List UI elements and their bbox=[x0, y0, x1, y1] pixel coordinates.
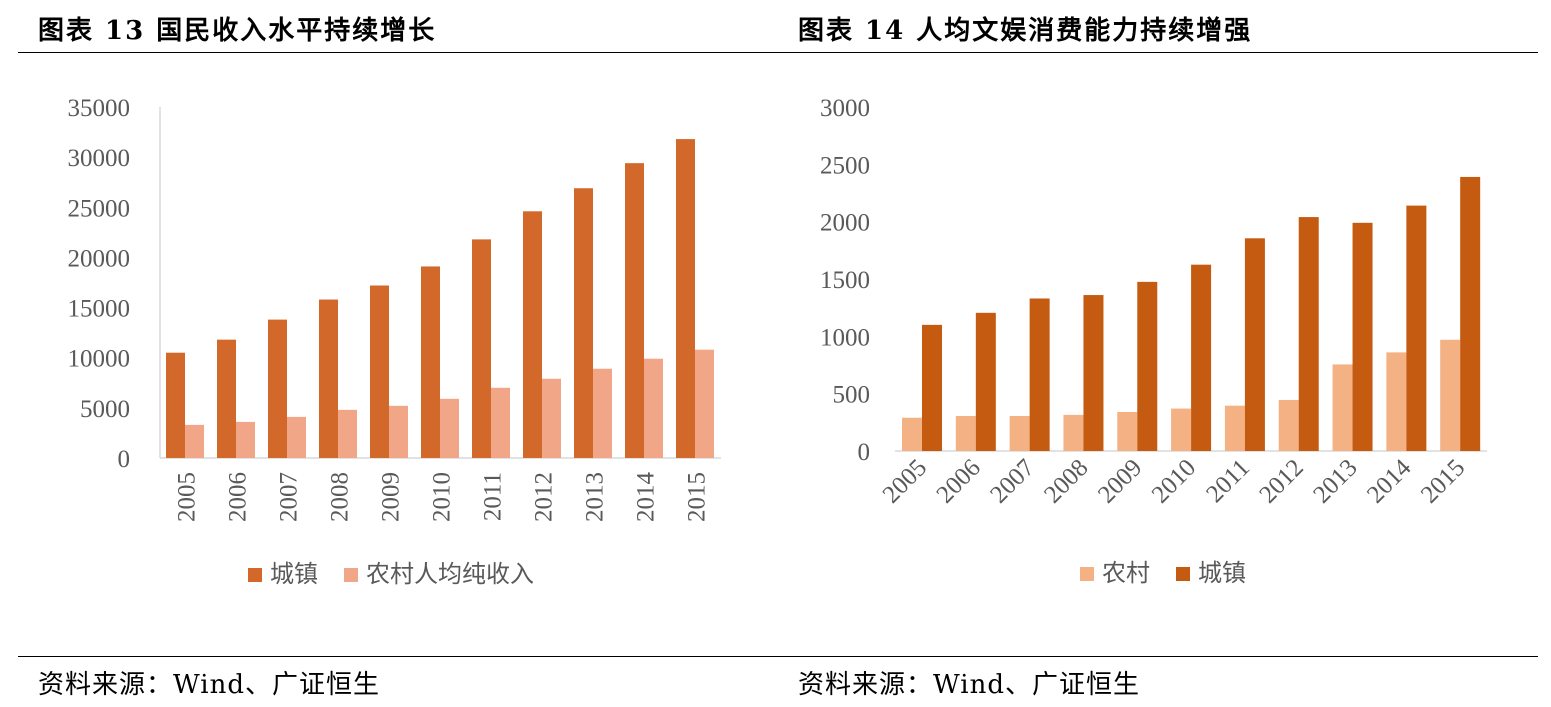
y-tick-label: 500 bbox=[833, 382, 871, 409]
legend-swatch-城镇 bbox=[1176, 567, 1190, 581]
x-tick-label: 2009 bbox=[378, 472, 405, 522]
y-tick-label: 3000 bbox=[820, 95, 870, 122]
bar-城镇-2010 bbox=[1191, 264, 1212, 451]
bar-城镇-2014 bbox=[1406, 205, 1427, 451]
y-tick-label: 25000 bbox=[68, 195, 131, 222]
x-tick-label: 2005 bbox=[878, 454, 932, 508]
bar-农村人均纯收入-2007 bbox=[287, 416, 306, 458]
bar-农村人均纯收入-2014 bbox=[644, 358, 663, 458]
bar-城镇-2006 bbox=[217, 339, 236, 458]
bar-城镇-2009 bbox=[370, 285, 389, 458]
bar-城镇-2012 bbox=[1298, 217, 1319, 451]
y-tick-label: 0 bbox=[858, 439, 871, 466]
y-tick-label: 35000 bbox=[68, 95, 131, 122]
x-tick-label: 2013 bbox=[1308, 454, 1362, 508]
x-tick-label: 2012 bbox=[531, 472, 558, 522]
left-chart: 0 5000 10000 15000 20000 25000 30000 35000 2005 2… bbox=[68, 95, 721, 588]
bar-城镇-2006 bbox=[975, 312, 996, 451]
bar-城镇-2009 bbox=[1137, 281, 1158, 451]
right-chart: 0 500 1000 1500 2000 2500 3000 2005 2006 2007 2008… bbox=[820, 95, 1487, 587]
legend-label: 农村人均纯收入 bbox=[366, 561, 534, 588]
x-tick-label: 2013 bbox=[582, 472, 609, 522]
bar-农村人均纯收入-2010 bbox=[440, 398, 459, 458]
bar-农村-2006 bbox=[955, 416, 976, 451]
bar-农村-2015 bbox=[1440, 339, 1461, 451]
bar-城镇-2005 bbox=[166, 352, 185, 458]
x-tick-label: 2011 bbox=[480, 472, 507, 521]
bar-农村人均纯收入-2006 bbox=[236, 421, 255, 458]
bar-城镇-2013 bbox=[1352, 222, 1373, 451]
bar-城镇-2013 bbox=[574, 188, 593, 458]
bar-城镇-2005 bbox=[922, 324, 942, 451]
x-tick-label: 2015 bbox=[1416, 454, 1470, 508]
x-tick-label: 2007 bbox=[985, 454, 1039, 508]
bar-农村-2014 bbox=[1386, 352, 1407, 451]
x-tick-label: 2009 bbox=[1093, 454, 1147, 508]
x-tick-label: 2006 bbox=[932, 454, 986, 508]
legend-swatch-城镇 bbox=[248, 568, 262, 582]
bar-城镇-2007 bbox=[1029, 298, 1050, 451]
x-tick-label: 2005 bbox=[174, 472, 201, 522]
y-tick-label: 5000 bbox=[80, 396, 130, 423]
bar-农村人均纯收入-2012 bbox=[542, 378, 561, 458]
bar-农村-2011 bbox=[1224, 405, 1245, 451]
x-tick-label: 2011 bbox=[1201, 454, 1255, 508]
bar-农村人均纯收入-2013 bbox=[593, 368, 612, 458]
y-tick-label: 30000 bbox=[68, 145, 131, 172]
bar-城镇-2008 bbox=[319, 299, 338, 458]
bar-农村-2005 bbox=[902, 417, 922, 451]
bar-农村人均纯收入-2009 bbox=[389, 405, 408, 458]
x-tick-label: 2006 bbox=[225, 472, 252, 522]
bar-城镇-2012 bbox=[523, 211, 542, 458]
x-tick-label: 2015 bbox=[684, 472, 711, 522]
bar-农村-2010 bbox=[1171, 408, 1192, 451]
bar-农村人均纯收入-2015 bbox=[695, 349, 714, 458]
y-tick-label: 10000 bbox=[68, 346, 131, 373]
legend-label: 城镇 bbox=[270, 561, 318, 588]
y-tick-label: 20000 bbox=[68, 245, 131, 272]
y-tick-label: 15000 bbox=[68, 296, 131, 323]
bar-农村-2008 bbox=[1063, 414, 1084, 451]
bar-农村人均纯收入-2008 bbox=[338, 409, 357, 458]
x-tick-label: 2014 bbox=[1362, 454, 1417, 509]
bar-城镇-2014 bbox=[625, 163, 644, 458]
legend-swatch-农村 bbox=[1080, 567, 1094, 581]
x-tick-label: 2008 bbox=[327, 472, 354, 522]
left-figure-title: 图表 13 国民收入水平持续增长 bbox=[38, 16, 437, 46]
bar-城镇-2008 bbox=[1083, 295, 1104, 451]
x-tick-label: 2008 bbox=[1039, 454, 1093, 508]
bar-农村-2012 bbox=[1278, 399, 1299, 451]
left-source-note: 资料来源：Wind、广证恒生 bbox=[38, 670, 380, 700]
x-tick-label: 2012 bbox=[1254, 454, 1308, 508]
bar-农村-2013 bbox=[1332, 364, 1353, 451]
bar-农村-2009 bbox=[1117, 412, 1138, 451]
bar-城镇-2007 bbox=[268, 319, 287, 458]
legend-label: 农村 bbox=[1102, 560, 1150, 587]
y-tick-label: 0 bbox=[118, 446, 131, 473]
bar-城镇-2010 bbox=[421, 266, 440, 458]
x-tick-label: 2010 bbox=[1147, 454, 1201, 508]
bar-城镇-2011 bbox=[472, 239, 491, 458]
x-tick-label: 2014 bbox=[633, 472, 660, 523]
right-source-note: 资料来源：Wind、广证恒生 bbox=[798, 670, 1140, 700]
x-tick-label: 2010 bbox=[429, 472, 456, 522]
bar-城镇-2015 bbox=[1460, 176, 1481, 451]
legend-label: 城镇 bbox=[1198, 560, 1246, 587]
y-tick-label: 1000 bbox=[820, 324, 870, 351]
top-rule bbox=[18, 52, 1538, 53]
bar-城镇-2011 bbox=[1244, 238, 1265, 451]
x-tick-label: 2007 bbox=[276, 472, 303, 522]
legend-swatch-农村人均纯收入 bbox=[344, 568, 358, 582]
bar-城镇-2015 bbox=[676, 139, 695, 458]
y-tick-label: 2000 bbox=[820, 210, 870, 237]
right-figure-title: 图表 14 人均文娱消费能力持续增强 bbox=[798, 16, 1253, 46]
y-tick-label: 2500 bbox=[820, 152, 870, 179]
bar-农村人均纯收入-2005 bbox=[185, 424, 204, 458]
bar-农村-2007 bbox=[1009, 416, 1030, 451]
bar-农村人均纯收入-2011 bbox=[491, 387, 510, 458]
y-tick-label: 1500 bbox=[820, 267, 870, 294]
bottom-rule bbox=[18, 656, 1538, 657]
